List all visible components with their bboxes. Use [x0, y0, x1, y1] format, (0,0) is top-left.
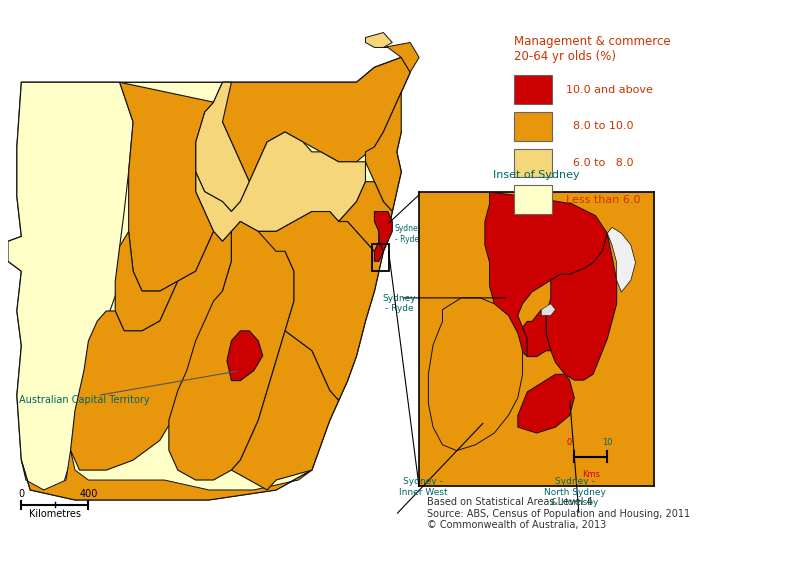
Polygon shape — [374, 211, 393, 251]
Text: Australian Capital Territory: Australian Capital Territory — [18, 396, 149, 406]
Text: Sydney -
Inner West: Sydney - Inner West — [399, 477, 447, 497]
Polygon shape — [365, 92, 401, 211]
Polygon shape — [196, 132, 365, 241]
Text: 10.0 and above: 10.0 and above — [566, 85, 653, 95]
Polygon shape — [485, 192, 607, 357]
Polygon shape — [523, 310, 551, 357]
Polygon shape — [518, 374, 575, 433]
Polygon shape — [541, 304, 555, 315]
Polygon shape — [8, 58, 410, 500]
Text: 10: 10 — [602, 438, 613, 447]
Text: 400: 400 — [79, 489, 97, 499]
Text: 0: 0 — [18, 489, 25, 499]
Polygon shape — [169, 221, 294, 480]
Text: Sydney
- Ryde: Sydney - Ryde — [394, 224, 423, 244]
Text: 0: 0 — [567, 438, 572, 447]
Text: Management & commerce
20-64 yr olds (%): Management & commerce 20-64 yr olds (%) — [514, 35, 671, 63]
Polygon shape — [8, 82, 133, 490]
Text: Sydney -
North Sydney
& Hornsby: Sydney - North Sydney & Hornsby — [543, 477, 606, 507]
Bar — [514, 112, 551, 141]
Bar — [514, 76, 551, 104]
Polygon shape — [546, 233, 617, 380]
Polygon shape — [259, 211, 383, 401]
Polygon shape — [383, 42, 419, 72]
Polygon shape — [120, 82, 214, 291]
Text: Less than 6.0: Less than 6.0 — [566, 194, 641, 205]
Polygon shape — [70, 232, 231, 470]
Text: Kilometres: Kilometres — [29, 509, 81, 519]
Text: Inset of Sydney: Inset of Sydney — [493, 170, 579, 180]
Polygon shape — [196, 82, 249, 211]
Polygon shape — [374, 232, 388, 261]
Bar — [514, 149, 551, 177]
Bar — [514, 185, 551, 214]
Text: Kms: Kms — [582, 470, 600, 479]
Polygon shape — [214, 58, 410, 182]
Text: Based on Statistical Areas Level 4
Source: ABS, Census of Population and Housing: Based on Statistical Areas Level 4 Sourc… — [427, 497, 690, 531]
Text: Sydney
- Ryde: Sydney - Ryde — [382, 294, 416, 313]
Polygon shape — [419, 192, 654, 486]
Polygon shape — [231, 331, 338, 490]
Polygon shape — [115, 232, 178, 331]
Polygon shape — [429, 298, 523, 451]
Polygon shape — [338, 182, 393, 251]
Text: 6.0 to   8.0: 6.0 to 8.0 — [566, 158, 634, 168]
Polygon shape — [22, 450, 312, 500]
Text: 8.0 to 10.0: 8.0 to 10.0 — [566, 121, 634, 131]
Bar — [372, 244, 389, 271]
Polygon shape — [365, 33, 393, 47]
Polygon shape — [227, 331, 263, 381]
Polygon shape — [607, 227, 635, 292]
